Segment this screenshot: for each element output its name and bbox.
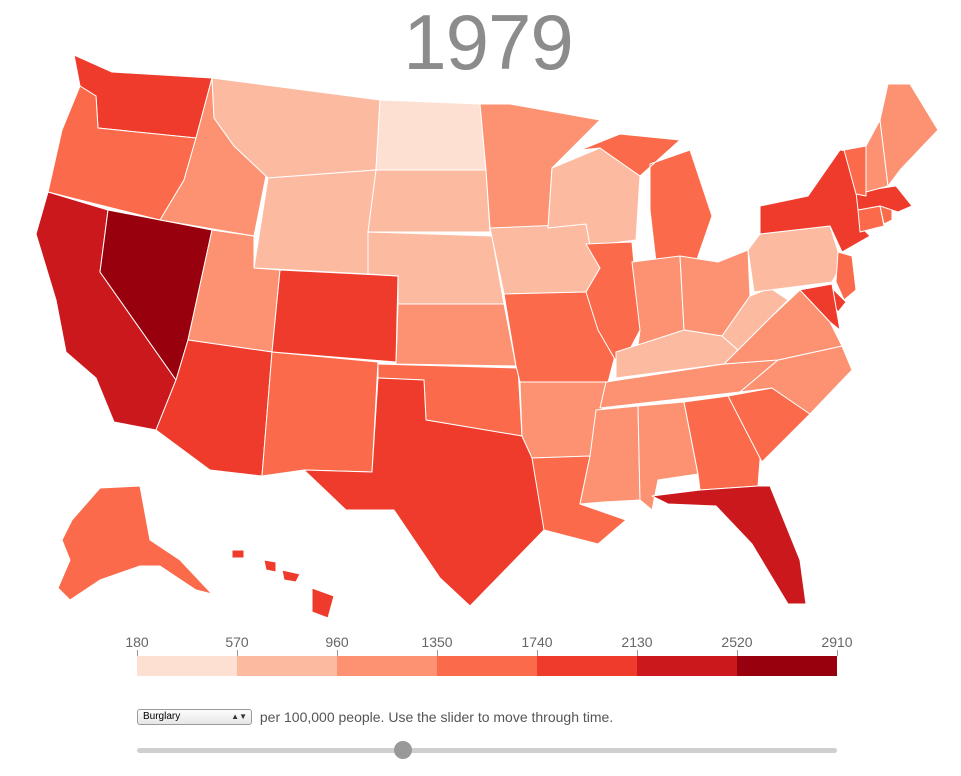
legend-swatch [737,656,837,676]
state-ks[interactable] [395,303,517,367]
legend-tick-mark [837,650,838,656]
legend-tick-mark [737,650,738,656]
legend-tick-label: 180 [125,634,149,650]
legend-tick-mark [437,650,438,656]
legend-tick-mark [137,650,138,656]
us-choropleth-map [35,54,939,619]
legend-swatch [637,656,737,676]
legend-tick-label: 2130 [621,634,653,650]
state-il[interactable] [585,241,641,369]
year-slider-handle[interactable] [394,741,412,759]
legend-tick-label: 2910 [821,634,853,650]
state-nm[interactable] [261,351,379,477]
legend-tick-label: 1740 [521,634,553,650]
crime-type-select-value: Burglary [143,711,181,723]
state-wv[interactable] [721,287,789,351]
year-slider-track[interactable] [137,741,837,759]
controls-row: Burglary ▲▼ per 100,000 people. Use the … [137,708,614,726]
legend-swatch [237,656,337,676]
state-ia[interactable] [489,223,601,295]
state-ak[interactable] [57,485,213,601]
state-sd[interactable] [367,169,491,233]
state-nd[interactable] [375,99,487,171]
state-nj[interactable] [835,251,857,301]
legend-swatch [437,656,537,676]
legend-tick-mark [537,650,538,656]
legend-tick-label: 1350 [421,634,453,650]
state-ct[interactable] [857,205,885,233]
state-fl[interactable] [651,485,807,605]
state-pa[interactable] [747,225,843,293]
description-text: per 100,000 people. Use the slider to mo… [259,709,614,726]
state-ma[interactable] [855,185,913,213]
legend-tick-label: 570 [225,634,249,650]
crime-type-select[interactable]: Burglary ▲▼ [137,709,252,726]
legend-swatch [137,656,237,676]
color-legend: 180 570 960 1350 1740 2130 2520 2910 [125,634,853,684]
state-md[interactable] [787,283,841,331]
legend-swatch [337,656,437,676]
legend-tick-label: 960 [325,634,349,650]
state-hi[interactable] [231,549,335,619]
state-wy[interactable] [253,169,377,275]
legend-tick-mark [337,650,338,656]
year-title: 1979 [403,0,574,86]
select-arrows-icon: ▲▼ [231,712,247,722]
state-me[interactable] [879,83,939,187]
legend-swatch [537,656,637,676]
state-tx[interactable] [303,377,545,607]
legend-tick-mark [637,650,638,656]
legend-tick-label: 2520 [721,634,753,650]
state-co[interactable] [271,269,399,363]
legend-tick-mark [237,650,238,656]
state-vt[interactable] [843,145,867,197]
